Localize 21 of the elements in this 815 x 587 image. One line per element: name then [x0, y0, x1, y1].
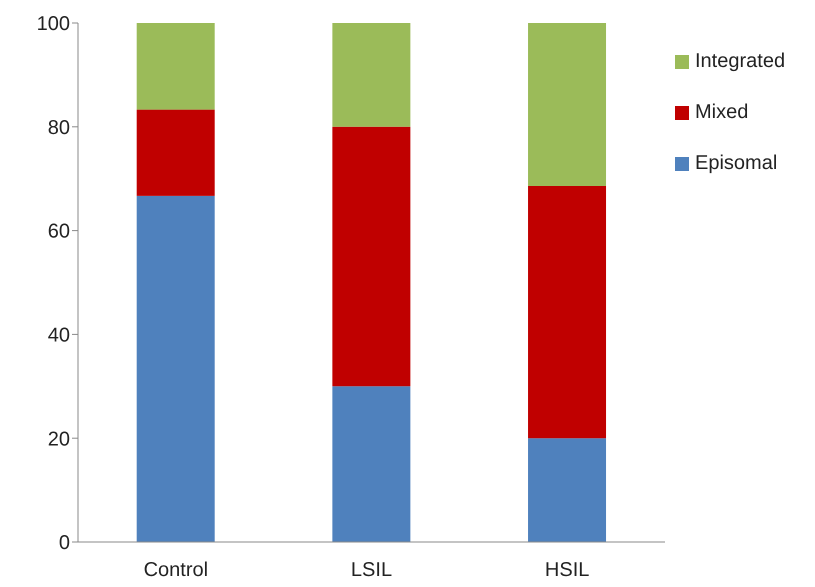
y-tick-label: 80	[48, 116, 70, 139]
bar	[332, 126, 410, 386]
y-tick-label: 0	[58, 532, 70, 554]
bar	[528, 438, 606, 542]
bar	[332, 23, 410, 127]
bar	[136, 23, 215, 110]
y-tick-label: 60	[48, 220, 70, 243]
bar	[528, 23, 606, 186]
x-tick-label: LSIL	[350, 559, 392, 582]
y-tick-label: 40	[48, 324, 70, 346]
bar	[136, 110, 215, 196]
legend-label: Integrated	[695, 50, 786, 73]
y-tick-label: 20	[48, 428, 70, 450]
x-tick-label: Control	[144, 559, 208, 582]
legend-label: Mixed	[695, 101, 748, 124]
bar	[136, 196, 215, 542]
y-tick-label: 100	[36, 13, 70, 36]
bar	[528, 186, 606, 438]
legend-label: Episomal	[695, 152, 778, 175]
bar	[332, 386, 410, 542]
x-tick-label: HSIL	[544, 559, 590, 582]
